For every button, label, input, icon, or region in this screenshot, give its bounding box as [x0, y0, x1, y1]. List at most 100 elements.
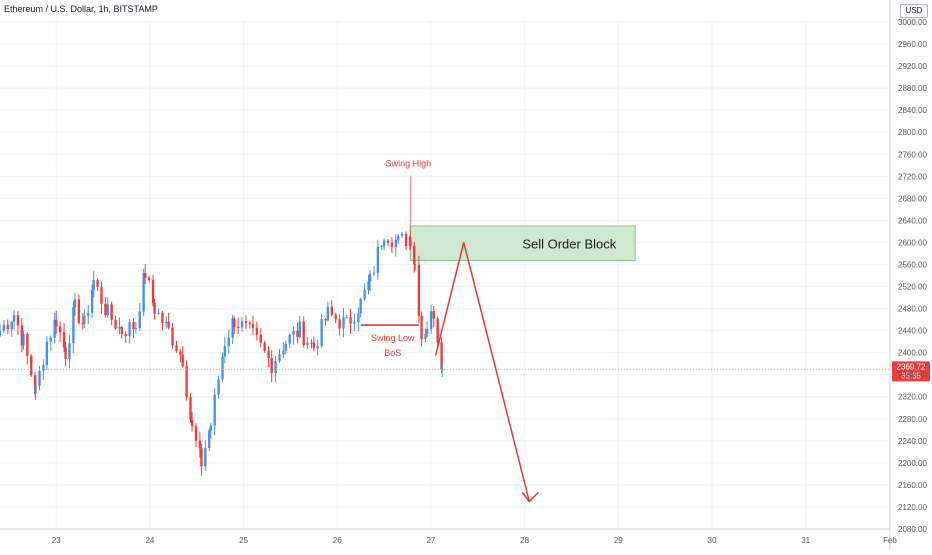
candle-body: [310, 342, 313, 344]
candle-body: [320, 319, 323, 347]
candle-body: [147, 277, 151, 281]
candle-body: [189, 397, 192, 420]
candle-body: [198, 440, 202, 449]
candle-body: [110, 304, 113, 320]
x-tick-label: 24: [145, 536, 154, 545]
candle-body: [118, 326, 121, 329]
candle-body: [223, 346, 227, 357]
candle-body: [96, 280, 99, 287]
candle-body: [298, 321, 301, 338]
y-tick-label: 2160.00: [898, 481, 927, 490]
candle-body: [326, 306, 330, 321]
candle-body: [58, 326, 62, 333]
candle-body: [292, 330, 295, 335]
candle-body: [221, 356, 224, 380]
candle-body: [167, 321, 170, 328]
candle-body: [128, 322, 131, 336]
candle-body: [73, 299, 77, 308]
candle-body: [194, 426, 198, 441]
candle-body: [440, 342, 443, 370]
candle-body: [404, 233, 408, 246]
y-tick-label: 2960.00: [898, 40, 927, 49]
y-tick-label: 2120.00: [898, 503, 927, 512]
candle-body: [284, 343, 287, 351]
candle-body: [282, 350, 285, 355]
y-tick-label: 2080.00: [898, 525, 927, 534]
candle-body: [302, 321, 305, 345]
candle-body: [157, 312, 160, 314]
candle-body: [400, 233, 404, 236]
candle-body: [22, 334, 25, 346]
candle-body: [263, 342, 266, 351]
candle-body: [62, 332, 66, 348]
y-tick-label: 2320.00: [898, 393, 927, 402]
y-tick-label: 2440.00: [898, 327, 927, 336]
y-tick-label: 2840.00: [898, 106, 927, 115]
candle-body: [382, 240, 386, 247]
candle-body: [357, 313, 360, 323]
candle-body: [255, 327, 259, 335]
candle-body: [244, 321, 248, 323]
candle-body: [104, 303, 107, 316]
chart-title: Ethereum / U.S. Dollar, 1h, BITSTAMP: [4, 4, 158, 14]
y-tick-label: 2400.00: [898, 349, 927, 358]
candle-body: [240, 321, 244, 328]
candle-body: [106, 304, 109, 316]
candle-body: [432, 311, 435, 319]
candle-body: [144, 272, 147, 278]
candle-body: [138, 311, 141, 329]
candle-body: [72, 307, 75, 344]
candle-body: [208, 430, 211, 449]
candle-body: [248, 322, 252, 325]
candle-body: [441, 369, 444, 371]
candle-body: [181, 354, 184, 367]
candle-body: [259, 334, 262, 343]
candle-body: [90, 289, 94, 313]
candle-body: [190, 419, 194, 427]
candle-body: [394, 239, 397, 248]
y-tick-label: 2280.00: [898, 415, 927, 424]
order-block-layer: Sell Order Block: [409, 225, 636, 262]
candle-body: [175, 345, 178, 352]
candle-body: [100, 286, 103, 304]
y-tick-label: 2920.00: [898, 62, 927, 71]
x-tick-label: 25: [239, 536, 248, 545]
candle-body: [185, 366, 188, 398]
candles: [0, 231, 444, 476]
candle-body: [420, 315, 423, 339]
candle-body: [68, 343, 71, 360]
y-tick-label: 2560.00: [898, 260, 927, 269]
candle-body: [120, 326, 123, 334]
candle-body: [368, 273, 372, 282]
candle-body: [49, 337, 52, 342]
candle-body: [151, 280, 155, 304]
y-tick-label: 2640.00: [898, 216, 927, 225]
candle-body: [6, 324, 9, 330]
candle-body: [417, 264, 421, 316]
candle-body: [349, 317, 352, 324]
y-tick-label: 2880.00: [898, 84, 927, 93]
y-tick-label: 2360.00: [898, 371, 927, 380]
candle-body: [12, 315, 16, 322]
y-tick-label: 3000.00: [898, 18, 927, 27]
candle-body: [171, 327, 174, 346]
candle-body: [267, 350, 270, 359]
candle-body: [81, 322, 84, 324]
grid: [0, 20, 891, 530]
sell-order-block: [409, 225, 636, 262]
candle-body: [87, 312, 90, 317]
candle-body: [338, 319, 341, 329]
y-tick-label: 2480.00: [898, 305, 927, 314]
candle-body: [179, 351, 182, 355]
candle-body: [288, 334, 291, 344]
candle-body: [213, 394, 216, 426]
projection-path: [434, 242, 531, 502]
candle-body: [429, 311, 433, 330]
candle-body: [316, 346, 319, 349]
x-tick-label: 31: [801, 536, 810, 545]
currency-badge[interactable]: USD: [900, 4, 928, 18]
